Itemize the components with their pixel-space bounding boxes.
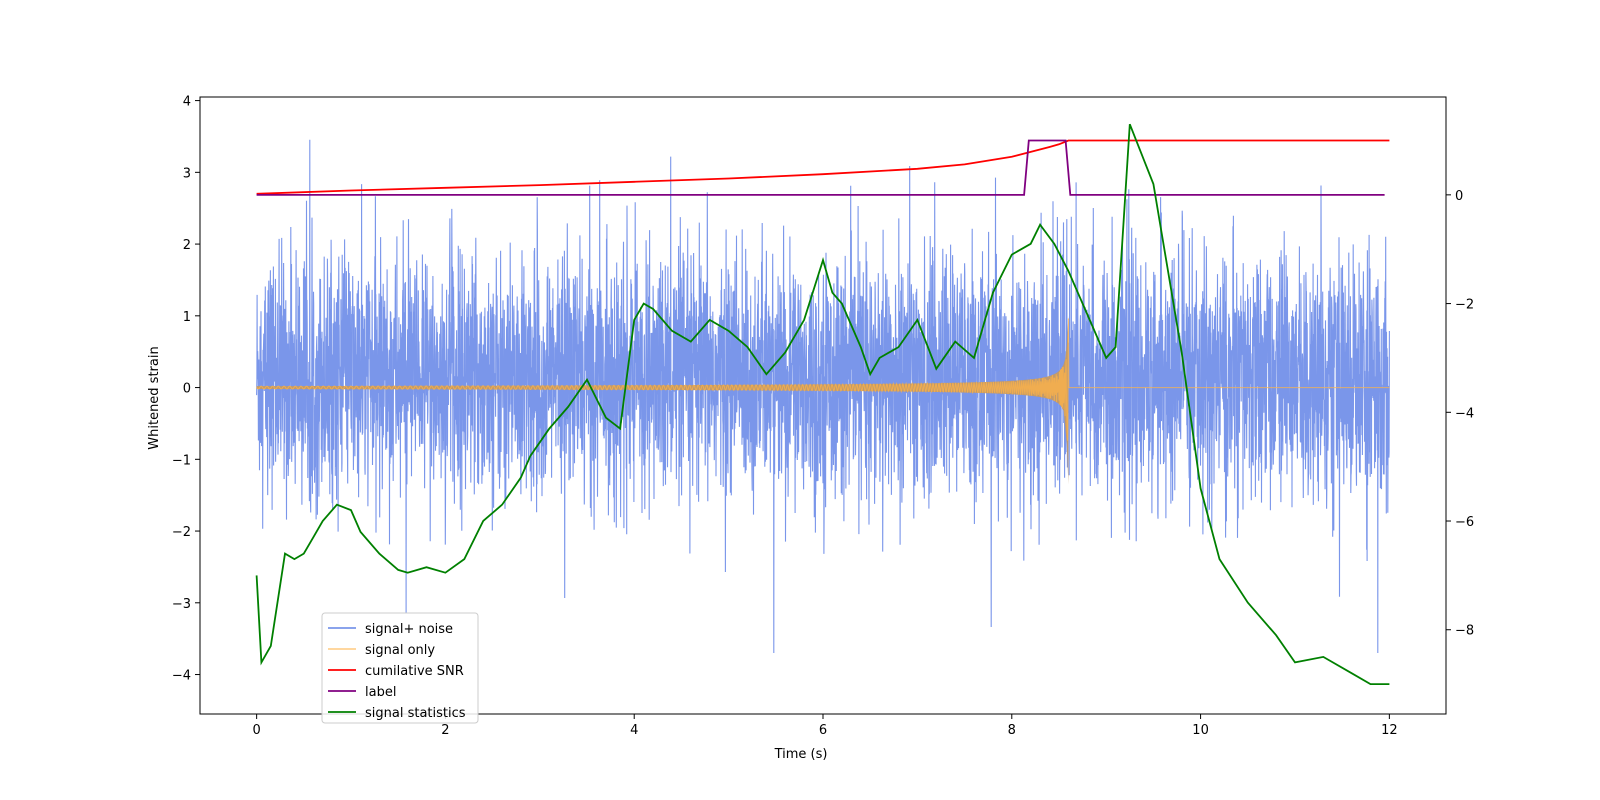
y2-tick-label: −6 <box>1455 515 1474 530</box>
series-label-line <box>256 139 1385 196</box>
y2-tick-label: −4 <box>1455 406 1474 421</box>
y-tick-label: 3 <box>183 166 191 181</box>
y-tick-label: 0 <box>183 382 191 397</box>
legend-entry-label: label <box>365 685 396 700</box>
y-tick-label: −2 <box>172 525 191 540</box>
legend-entry-label: signal only <box>365 643 435 658</box>
legend-entry-label: cumilative SNR <box>365 664 464 679</box>
y2-tick-label: −8 <box>1455 624 1474 639</box>
x-tick-label: 4 <box>630 723 638 738</box>
y-tick-label: 4 <box>183 95 191 110</box>
y-tick-label: −1 <box>172 453 191 468</box>
x-tick-label: 2 <box>441 723 449 738</box>
y2-tick-label: −2 <box>1455 298 1474 313</box>
y-tick-label: −3 <box>172 597 191 612</box>
plot-area <box>255 123 1390 685</box>
x-axis-label: Time (s) <box>774 747 828 762</box>
y-tick-label: 1 <box>183 310 191 325</box>
x-tick-label: 0 <box>252 723 260 738</box>
legend-entry-label: signal+ noise <box>365 622 453 637</box>
y-tick-label: 2 <box>183 238 191 253</box>
legend-entry-label: signal statistics <box>365 706 466 721</box>
y-tick-label: −4 <box>172 669 191 684</box>
legend: signal+ noise signal only cumilative SNR la… <box>321 612 479 724</box>
x-tick-label: 10 <box>1192 723 1209 738</box>
y-axis-label: Whitened strain <box>147 346 162 449</box>
x-tick-label: 12 <box>1381 723 1398 738</box>
legend-box <box>321 612 479 724</box>
x-tick-label: 8 <box>1008 723 1016 738</box>
series-signal-only-line <box>256 318 1390 441</box>
series-cumulative-snr-line <box>256 139 1390 195</box>
series-signal-statistics-line <box>255 123 1390 685</box>
x-tick-label: 6 <box>819 723 827 738</box>
series-signal-noise-line <box>256 139 1390 654</box>
y2-tick-label: 0 <box>1455 189 1463 204</box>
